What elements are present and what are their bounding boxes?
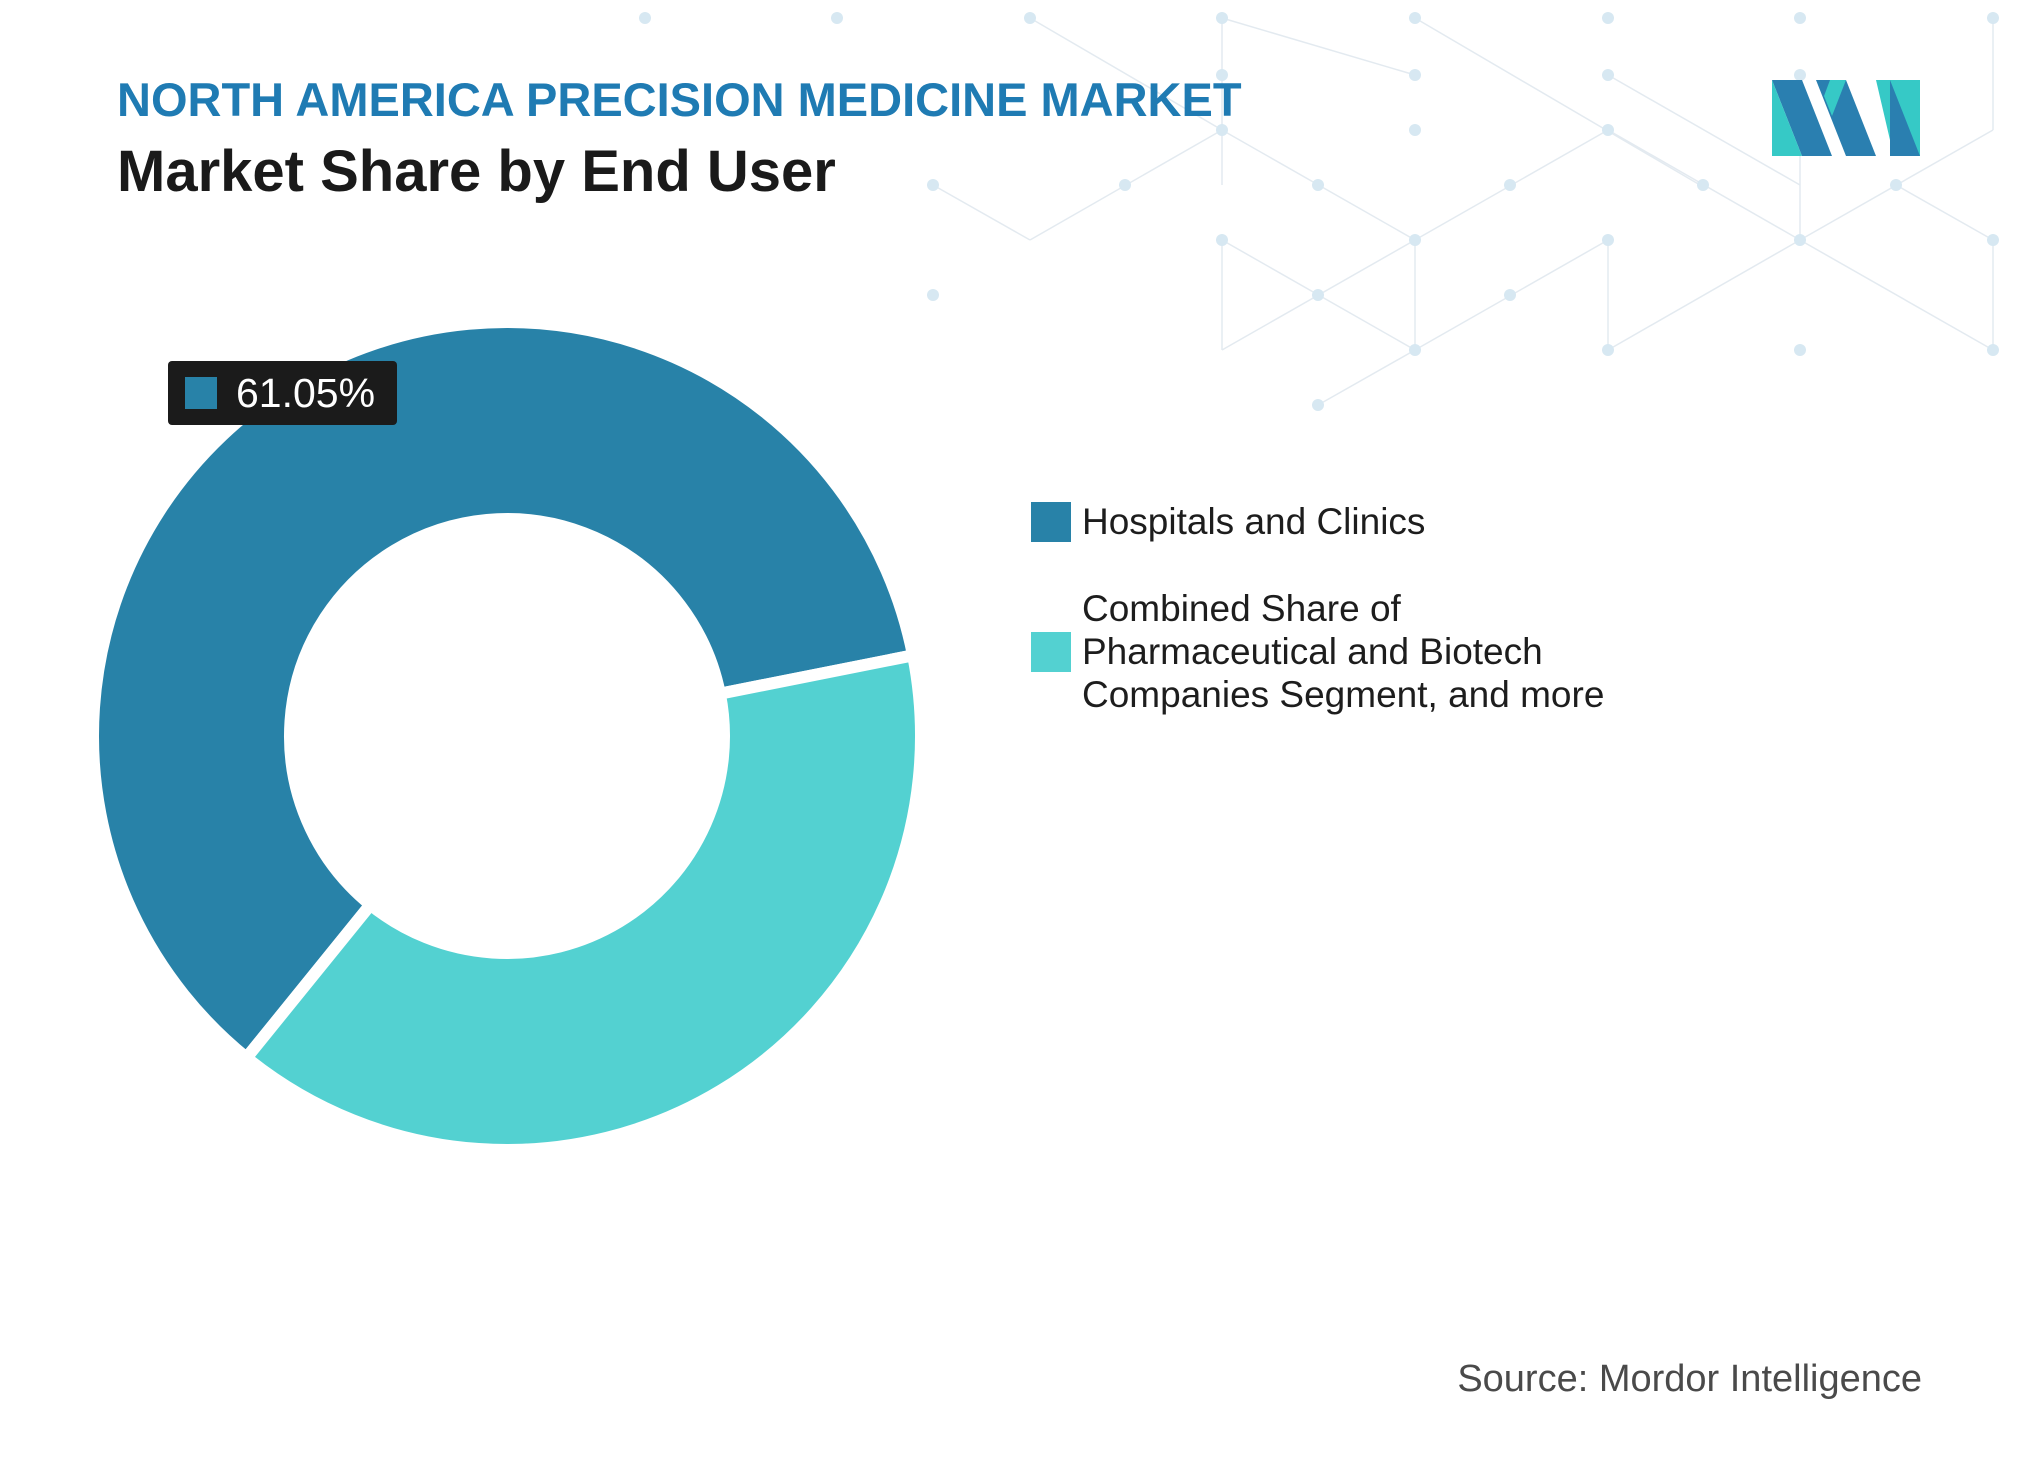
background-node [1024,12,1036,24]
chart-subtitle: NORTH AMERICA PRECISION MEDICINE MARKET [117,73,1242,126]
background-node [1216,12,1228,24]
background-node [831,12,843,24]
data-label-text: 61.05% [236,369,376,416]
data-label-swatch [185,377,217,409]
data-label-hospitals: 61.05% [168,361,397,425]
chart-title: Market Share by End User [117,139,836,204]
background-node [1216,234,1228,246]
background-line [1607,239,1801,351]
background-node [1409,124,1421,136]
background-node [1409,344,1421,356]
legend-item-hospitals: Hospitals and Clinics [1031,500,1731,543]
background-node [1987,344,1999,356]
legend-swatch-hospitals [1031,501,1071,542]
background-node [927,289,939,301]
background-node [1602,344,1614,356]
background-node [1794,69,1806,81]
background-node [1987,234,1999,246]
background-node [1409,69,1421,81]
slice-hospitals [87,316,921,1067]
background-node [1504,179,1516,191]
background-node [1312,399,1324,411]
legend: Hospitals and Clinics Combined Share of … [1031,500,1731,760]
background-line [1221,17,1416,76]
background-line [932,184,1031,241]
background-line [1799,239,1994,351]
background-node [1602,124,1614,136]
background-node [1794,12,1806,24]
background-line [1895,184,1994,241]
background-node [1216,124,1228,136]
mordor-intelligence-logo-icon [1772,80,1920,156]
background-node [1504,289,1516,301]
background-node [1409,234,1421,246]
donut-chart [87,316,927,1156]
source-note: Source: Mordor Intelligence [1457,1358,1922,1400]
background-node [1409,12,1421,24]
slice-pharma [238,648,927,1156]
background-node [1312,289,1324,301]
background-line [1317,349,1416,406]
background-node [1312,179,1324,191]
background-node [1602,69,1614,81]
background-node [1602,234,1614,246]
background-node [1890,179,1902,191]
legend-label-pharma: Combined Share of Pharmaceutical and Bio… [1082,588,1605,715]
background-node [927,179,939,191]
background-line [1607,74,1801,186]
legend-item-pharma: Combined Share of Pharmaceutical and Bio… [1031,587,1731,716]
legend-label-hospitals: Hospitals and Clinics [1082,501,1426,542]
background-node [639,12,651,24]
background-node [1987,12,1999,24]
background-line [1414,17,1701,186]
legend-swatch-pharma [1031,631,1071,672]
background-node [1602,12,1614,24]
background-node [1216,69,1228,81]
background-node [1794,344,1806,356]
background-line [1029,17,1223,131]
background-node [1697,179,1709,191]
background-node [1119,179,1131,191]
background-node [1794,234,1806,246]
